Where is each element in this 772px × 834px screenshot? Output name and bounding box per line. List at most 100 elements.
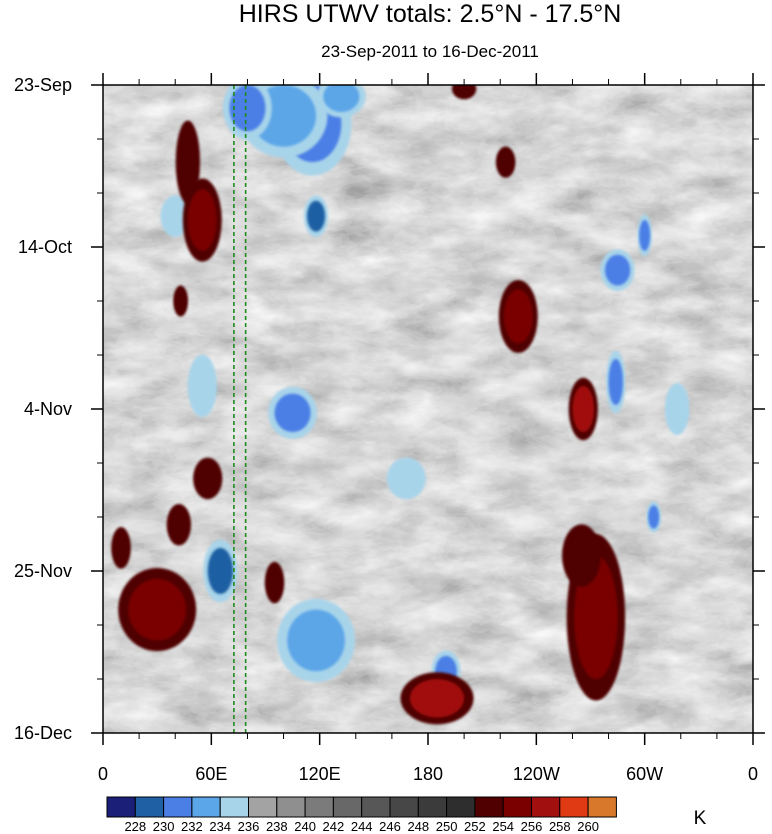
colorbar-label: 254 (492, 819, 514, 834)
colorbar-label: 234 (209, 819, 231, 834)
cold-feature (316, 85, 366, 118)
colorbar-label: 248 (407, 819, 429, 834)
colorbar-swatch (559, 796, 589, 818)
y-tick-label: 23-Sep (14, 75, 72, 95)
cold-feature (646, 501, 662, 533)
feature-core (175, 289, 187, 313)
warm-feature (182, 178, 222, 262)
colorbar-label: 250 (436, 819, 458, 834)
colorbar-swatch (163, 796, 193, 818)
colorbar-swatch (361, 796, 391, 818)
feature-core (608, 358, 623, 406)
warm-feature (173, 285, 188, 317)
colorbar-swatch (502, 796, 533, 818)
warm-feature (111, 527, 131, 569)
warm-feature (568, 377, 598, 441)
feature-core (572, 385, 595, 433)
feature-core (196, 463, 219, 494)
anomaly-features (111, 85, 690, 725)
colorbar-unit: K (694, 808, 707, 829)
feature-core (391, 463, 421, 494)
colorbar-label: 246 (379, 819, 401, 834)
colorbar-label: 242 (323, 819, 345, 834)
feature-core (323, 85, 360, 112)
cold-feature (160, 195, 190, 237)
feature-core (128, 578, 187, 641)
warm-feature (264, 561, 285, 604)
feature-core (604, 254, 631, 286)
feature-core (648, 505, 660, 529)
colorbar-swatch (474, 796, 504, 818)
colorbar-label: 232 (181, 819, 203, 834)
colorbar-swatch (276, 796, 306, 818)
y-tick-label: 14-Oct (18, 237, 72, 257)
colorbar-swatch (389, 796, 419, 818)
feature-core (169, 509, 188, 541)
cold-feature (664, 382, 690, 436)
colorbar-label: 238 (266, 819, 288, 834)
colorbar-label: 260 (577, 819, 599, 834)
warm-feature (193, 457, 223, 500)
feature-core (191, 362, 214, 409)
feature-core (668, 389, 687, 429)
colorbar-swatch (191, 796, 221, 818)
chart-title: HIRS UTWV totals: 2.5°N - 17.5°N (239, 0, 622, 28)
feature-core (274, 393, 311, 433)
reference-lines (233, 85, 247, 733)
colorbar-swatch (248, 796, 278, 818)
feature-core (287, 609, 345, 672)
warm-feature (166, 503, 192, 546)
x-tick-label: 0 (98, 764, 108, 784)
warm-feature (561, 524, 601, 587)
feature-core (498, 150, 513, 174)
x-tick-label: 120W (513, 764, 560, 784)
feature-core (164, 200, 187, 232)
x-tick-label: 60E (195, 764, 227, 784)
cold-feature (303, 195, 329, 237)
colorbar-swatch (446, 796, 476, 818)
cold-feature (386, 457, 426, 500)
warm-feature (451, 85, 477, 100)
colorbar-label: 252 (464, 819, 486, 834)
colorbar-label: 230 (153, 819, 175, 834)
colorbar-swatch (332, 796, 363, 818)
colorbar-label: 256 (521, 819, 543, 834)
feature-core (229, 85, 266, 132)
colorbar-swatch (219, 796, 249, 818)
warm-feature (400, 672, 474, 725)
x-tick-label: 180 (413, 764, 443, 784)
x-tick-label: 60W (626, 764, 663, 784)
x-tick-label: 120E (299, 764, 341, 784)
y-tick-label: 25-Nov (14, 561, 72, 581)
colorbar-swatch (531, 796, 561, 818)
feature-core (409, 679, 465, 718)
cold-feature (268, 386, 317, 439)
cold-feature (600, 249, 635, 291)
feature-core (113, 532, 129, 564)
feature-core (207, 547, 233, 595)
colorbar-swatch (106, 796, 136, 818)
feature-core (639, 220, 651, 251)
cold-feature (606, 350, 626, 414)
x-tick-label: 0 (748, 764, 758, 784)
warm-feature (118, 567, 197, 652)
x-axis: 0 60E 120E 180 120W 60W 0 (98, 73, 758, 784)
chart-subtitle: 23-Sep-2011 to 16-Dec-2011 (321, 42, 539, 61)
colorbar-swatch (417, 796, 448, 818)
colorbar-label: 236 (238, 819, 260, 834)
colorbar-swatch (587, 796, 617, 818)
feature-core (567, 532, 596, 579)
cold-feature (277, 598, 356, 683)
colorbar: 228 230 232 234 236 238 240 242 244 246 248 250 252 2… (106, 796, 617, 834)
feature-core (307, 200, 326, 232)
plot-area (103, 85, 753, 733)
colorbar-swatch (304, 796, 334, 818)
feature-core (178, 131, 197, 193)
feature-core (267, 567, 282, 598)
colorbar-label: 228 (124, 819, 146, 834)
cold-feature (203, 539, 238, 603)
cold-feature (223, 85, 272, 140)
cold-feature (637, 214, 652, 257)
warm-feature (495, 146, 516, 178)
